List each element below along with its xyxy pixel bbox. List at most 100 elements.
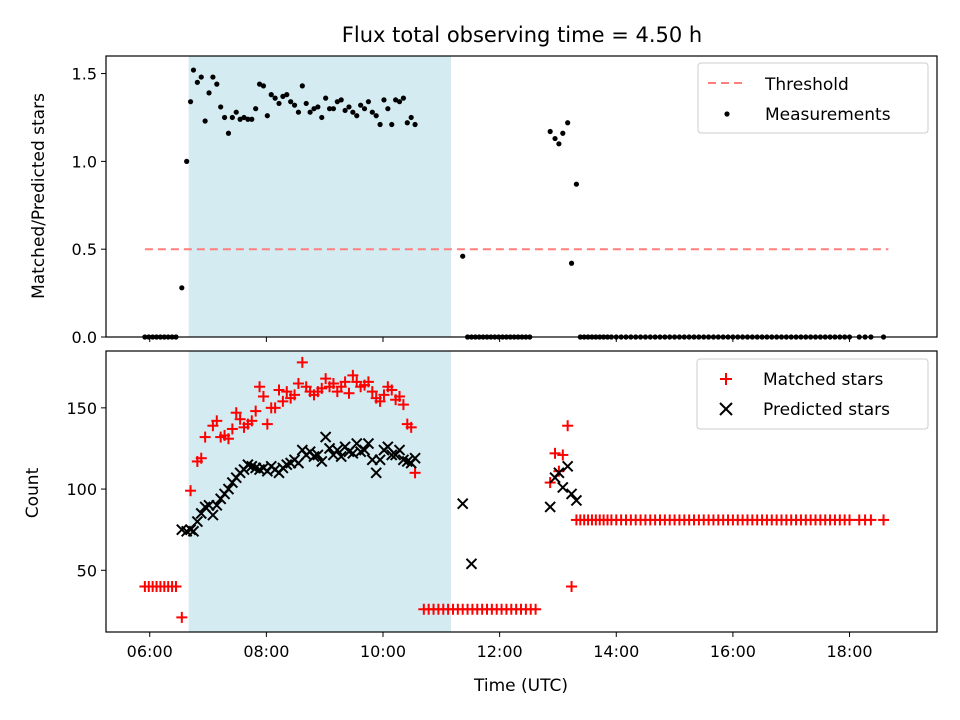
matched-star-point [566, 581, 578, 593]
measurement-point [354, 113, 360, 119]
predicted-star-point [370, 467, 382, 479]
matched-star-point [176, 611, 188, 623]
matched-star-point [250, 405, 262, 417]
measurement-point [381, 97, 387, 103]
x-tick-label: 08:00 [243, 642, 289, 661]
measurement-point [272, 95, 278, 101]
measurement-point [221, 114, 228, 121]
measurement-point [560, 130, 566, 136]
measurement-point [249, 116, 255, 122]
predicted-star-point [319, 431, 332, 443]
measurement-point [330, 106, 337, 112]
matched-star-point [257, 390, 269, 402]
measurement-point [295, 109, 302, 115]
bottom-y-axis-label: Count [23, 467, 43, 518]
x-tick-label: 16:00 [710, 642, 756, 661]
matched-star-point [230, 407, 242, 419]
predicted-star-point [570, 494, 583, 507]
measurement-point [346, 104, 352, 110]
matched-star-point [366, 386, 378, 398]
measurement-point [299, 83, 305, 89]
predicted-star-point [561, 460, 574, 473]
predicted-star-point [187, 525, 200, 538]
predicted-star-point [393, 444, 406, 456]
top-legend: Threshold Measurements [697, 62, 929, 134]
matched-star-point [246, 415, 258, 427]
legend-predicted-swatch [719, 402, 733, 416]
legend-matched-swatch [720, 373, 732, 385]
count-panel: 50 100 150 06:00 08:00 10:00 12:00 14:00 16:00 1… [23, 350, 938, 696]
matched-star-point [386, 384, 398, 396]
measurement-point [288, 99, 294, 105]
matched-stars-series [139, 356, 890, 623]
matched-star-point [234, 413, 246, 425]
top-legend-box [697, 62, 929, 134]
measurement-point [253, 106, 259, 112]
y-tick-label: 0.5 [72, 240, 97, 259]
matched-star-point [296, 356, 308, 368]
measurement-point [237, 116, 243, 122]
measurement-point [369, 109, 375, 115]
matched-star-point [397, 399, 409, 411]
measurement-point [276, 100, 282, 107]
legend-matched-label: Matched stars [763, 370, 883, 390]
x-tick-label: 18:00 [826, 642, 872, 661]
measurement-point [229, 114, 235, 121]
measurement-point [326, 106, 333, 112]
measurement-point [342, 107, 348, 114]
measurement-point [307, 109, 313, 115]
chart-title: Flux total observing time = 4.50 h [342, 23, 702, 47]
measurement-point [361, 106, 368, 112]
bottom-y-ticks: 50 100 150 [66, 399, 106, 580]
predicted-star-point [465, 558, 478, 570]
matched-star-point [557, 449, 569, 461]
predicted-star-point [409, 452, 421, 464]
measurement-point [573, 181, 580, 187]
measurement-point [412, 121, 418, 128]
observing-window-shade-top [188, 56, 452, 337]
predicted-star-point [565, 488, 578, 500]
matched-star-point [362, 376, 374, 388]
measurement-point [315, 104, 321, 110]
predicted-star-point [358, 444, 371, 456]
measurement-point [396, 99, 403, 105]
predicted-star-point [222, 483, 235, 495]
predicted-star-point [335, 450, 347, 463]
x-tick-label: 06:00 [127, 642, 173, 661]
measurement-point [210, 74, 216, 80]
y-tick-label: 100 [66, 480, 97, 499]
measurement-point [187, 99, 194, 105]
measurement-point [565, 120, 571, 126]
measurement-point [260, 83, 267, 89]
measurement-point [264, 113, 270, 119]
measurement-point [323, 95, 329, 101]
matched-star-point [844, 514, 856, 526]
measurement-point [233, 109, 239, 115]
predicted-stars-series [176, 431, 583, 570]
measurement-point [184, 158, 190, 164]
matched-star-point [185, 485, 197, 497]
matched-star-point [211, 415, 223, 427]
matched-star-point [261, 418, 273, 430]
matched-star-point [409, 467, 421, 479]
measurement-point [338, 97, 344, 103]
predicted-star-point [331, 444, 344, 456]
matched-star-point [530, 603, 542, 615]
x-tick-label: 10:00 [360, 642, 406, 661]
matched-star-point [327, 377, 339, 389]
measurement-point [284, 92, 290, 98]
measurement-point [552, 135, 558, 142]
legend-measurements-label: Measurements [765, 105, 891, 125]
matched-star-point [343, 387, 355, 399]
x-tick-label: 12:00 [477, 642, 523, 661]
matched-star-point [269, 402, 281, 414]
measurement-point [400, 95, 407, 101]
predicted-star-point [362, 437, 375, 450]
measurement-point [311, 106, 317, 112]
predicted-star-point [207, 509, 219, 521]
measurement-point [202, 118, 208, 124]
matched-star-point [277, 395, 289, 407]
y-tick-label: 50 [77, 561, 97, 580]
predicted-star-point [386, 449, 398, 461]
